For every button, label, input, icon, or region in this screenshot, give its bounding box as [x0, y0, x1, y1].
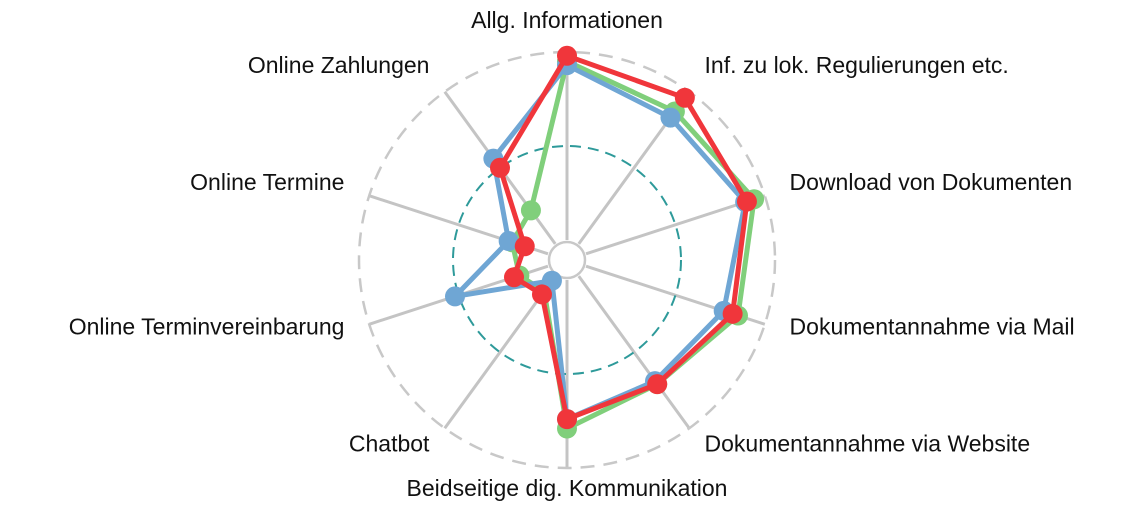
data-point — [674, 87, 695, 108]
center-hole — [547, 240, 587, 280]
category-label: Download von Dokumenten — [790, 169, 1073, 195]
data-point — [722, 303, 743, 324]
data-point — [504, 267, 525, 288]
data-point — [489, 157, 510, 178]
category-label: Online Termine — [190, 169, 344, 195]
data-point — [647, 374, 668, 395]
category-label: Beidseitige dig. Kommunikation — [407, 475, 728, 501]
series-line — [452, 62, 748, 422]
reference-circle — [452, 145, 682, 375]
data-point — [660, 107, 681, 128]
spoke — [585, 194, 766, 256]
category-label: Dokumentannahme via Website — [705, 430, 1031, 456]
data-point — [445, 286, 466, 307]
data-point — [514, 236, 535, 257]
spoke — [577, 275, 691, 430]
data-point — [498, 231, 519, 252]
category-label: Inf. zu lok. Regulierungen etc. — [705, 52, 1009, 78]
category-label: Online Zahlungen — [248, 52, 430, 78]
data-point — [557, 409, 577, 430]
category-label: Online Terminvereinbarung — [69, 313, 345, 339]
data-point — [520, 200, 541, 221]
category-label: Dokumentannahme via Mail — [790, 313, 1075, 339]
data-point — [557, 45, 577, 66]
category-label: Chatbot — [349, 430, 430, 456]
series-line — [509, 58, 757, 431]
data-point — [736, 191, 757, 212]
category-label: Allg. Informationen — [471, 7, 663, 33]
data-point — [531, 284, 552, 305]
